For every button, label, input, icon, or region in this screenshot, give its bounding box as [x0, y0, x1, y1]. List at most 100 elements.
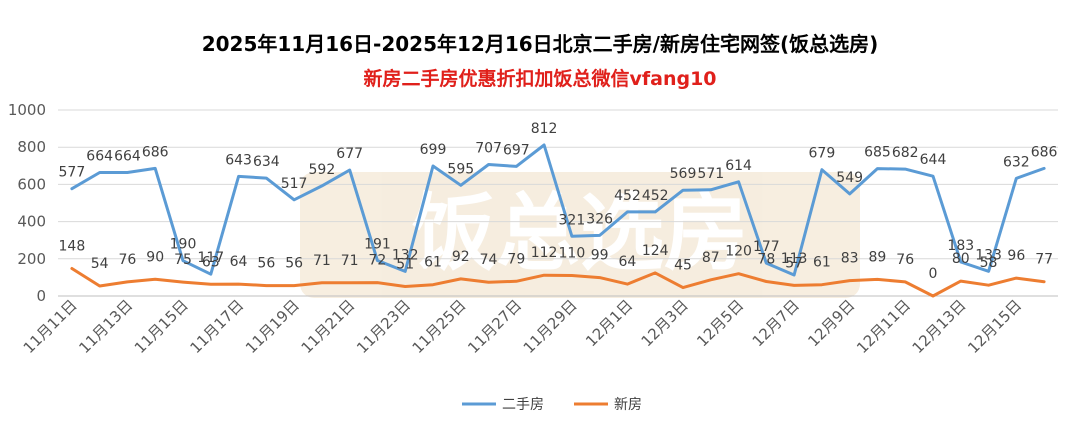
x-tick-label: 12月9日 [804, 296, 858, 350]
y-tick-label: 200 [17, 250, 46, 268]
data-label: 190 [170, 237, 197, 253]
data-label: 56 [285, 256, 303, 272]
data-label: 96 [1007, 248, 1025, 264]
data-label: 78 [757, 251, 775, 267]
y-tick-label: 400 [17, 213, 46, 231]
data-label: 686 [1031, 144, 1058, 160]
data-label: 577 [59, 165, 86, 181]
x-tick-label: 11月21日 [298, 296, 359, 357]
data-label: 677 [336, 146, 363, 162]
data-label: 595 [447, 161, 474, 177]
x-tick-label: 11月15日 [131, 296, 192, 357]
data-label: 452 [614, 188, 641, 204]
y-axis: 0 200 400 600 800 1000 [8, 101, 46, 305]
data-label: 321 [559, 212, 586, 228]
data-label: 133 [975, 247, 1002, 263]
gridlines [58, 109, 1058, 297]
x-tick-label: 11月23日 [353, 296, 414, 357]
data-label: 326 [586, 211, 613, 227]
x-axis: 11月11日11月13日11月15日11月17日11月19日11月21日11月2… [20, 296, 1025, 357]
data-label: 117 [197, 250, 224, 266]
data-label: 191 [364, 236, 391, 252]
data-label: 812 [531, 121, 558, 137]
data-label: 592 [309, 162, 336, 178]
data-label: 120 [725, 244, 752, 260]
data-label: 57 [785, 255, 803, 271]
data-label: 664 [86, 148, 113, 164]
y-tick-label: 1000 [8, 101, 46, 119]
data-label: 58 [980, 255, 998, 271]
data-label: 452 [642, 188, 669, 204]
data-label: 99 [591, 248, 609, 264]
x-tick-label: 11月17日 [186, 296, 247, 357]
svg-text:饭总选房: 饭总选房 [412, 184, 748, 282]
data-label: 77 [1035, 252, 1053, 268]
legend: 二手房 新房 [462, 397, 642, 413]
data-label: 697 [503, 142, 530, 158]
data-label: 614 [725, 158, 752, 174]
data-label: 61 [813, 255, 831, 271]
data-label: 113 [781, 251, 808, 267]
data-label: 92 [452, 249, 470, 265]
x-tick-label: 12月11日 [853, 296, 914, 357]
x-tick-label: 11月19日 [242, 296, 303, 357]
data-label: 64 [230, 254, 248, 270]
data-label: 71 [313, 253, 331, 269]
data-label: 83 [841, 251, 859, 267]
data-label: 571 [697, 166, 724, 182]
data-label: 61 [424, 255, 442, 271]
data-label: 148 [59, 238, 86, 254]
data-label: 56 [257, 256, 275, 272]
x-tick-label: 11月25日 [409, 296, 470, 357]
data-label: 76 [896, 252, 914, 268]
y-tick-label: 600 [17, 175, 46, 193]
series-line-new-home [70, 267, 1046, 298]
y-tick-label: 0 [36, 287, 46, 305]
data-label: 132 [392, 247, 419, 263]
x-tick-label: 12月1日 [582, 296, 636, 350]
data-label: 644 [920, 152, 947, 168]
chart-title: 2025年11月16日-2025年12月16日北京二手房/新房住宅网签(饭总选房… [201, 32, 879, 56]
legend-label: 新房 [614, 397, 642, 413]
data-label: 79 [507, 251, 525, 267]
x-tick-label: 12月3日 [638, 296, 692, 350]
data-label: 634 [253, 154, 280, 170]
data-label: 685 [864, 145, 891, 161]
y-tick-label: 800 [17, 138, 46, 156]
data-label: 87 [702, 250, 720, 266]
data-label: 63 [202, 254, 220, 270]
data-label: 0 [929, 266, 938, 282]
x-tick-label: 11月29日 [520, 296, 581, 357]
series-lines [70, 143, 1046, 298]
series-line-second-hand [70, 143, 1046, 277]
data-label: 71 [341, 253, 359, 269]
data-label: 679 [809, 146, 836, 162]
data-label: 549 [836, 170, 863, 186]
data-label: 110 [559, 246, 586, 262]
legend-label: 二手房 [502, 397, 544, 413]
data-label: 699 [420, 142, 447, 158]
data-label: 45 [674, 258, 692, 274]
data-label: 76 [119, 252, 137, 268]
data-label: 517 [281, 176, 308, 192]
chart-subtitle: 新房二手房优惠折扣加饭总微信vfang10 [363, 68, 717, 90]
x-tick-label: 12月15日 [964, 296, 1025, 357]
x-tick-label: 11月27日 [464, 296, 525, 357]
data-label: 64 [619, 254, 637, 270]
data-label: 124 [642, 243, 669, 259]
data-label: 54 [91, 256, 109, 272]
data-label: 183 [947, 238, 974, 254]
data-label: 707 [475, 140, 502, 156]
data-label: 89 [869, 249, 887, 265]
data-label: 682 [892, 145, 919, 161]
x-tick-label: 11月11日 [20, 296, 81, 357]
data-label: 75 [174, 252, 192, 268]
x-tick-label: 11月13日 [75, 296, 136, 357]
data-label: 51 [396, 257, 414, 273]
data-label: 80 [952, 251, 970, 267]
data-label: 177 [753, 239, 780, 255]
data-label: 112 [531, 245, 558, 261]
data-label: 686 [142, 144, 169, 160]
